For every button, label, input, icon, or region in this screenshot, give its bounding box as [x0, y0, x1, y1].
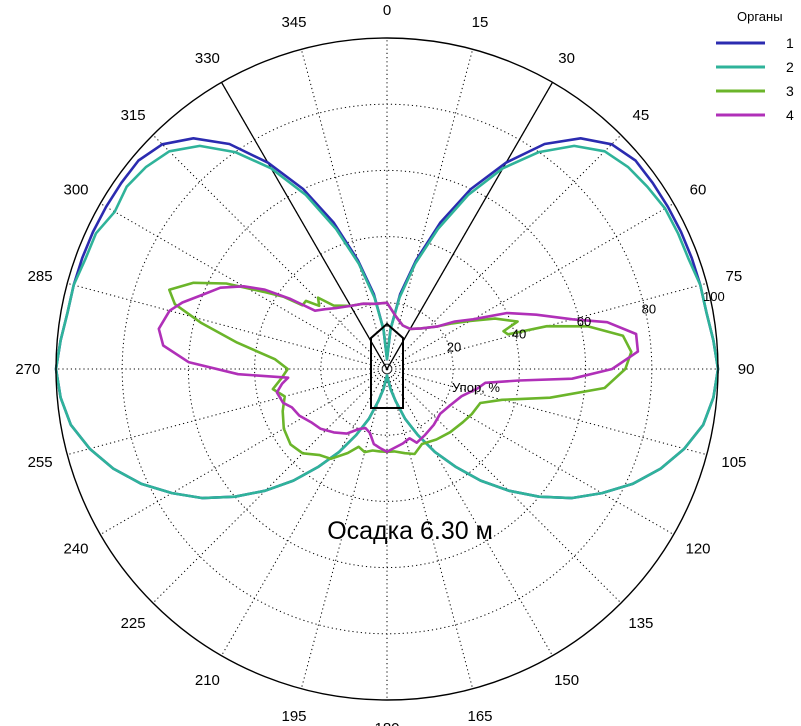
grid-spoke-120: [386, 368, 674, 535]
angle-label-315: 315: [121, 107, 146, 124]
outer-boundary: [55, 37, 719, 701]
radial-label-60: 60: [577, 314, 591, 329]
angle-label-75: 75: [726, 268, 743, 285]
ship-hull: [370, 322, 404, 409]
legend-label-3: 3: [786, 83, 794, 99]
angle-label-30: 30: [558, 50, 575, 67]
grid-spoke-195: [300, 368, 388, 689]
angle-label-225: 225: [121, 615, 146, 632]
angle-label-240: 240: [63, 541, 88, 558]
forbidden-line-30: [386, 82, 554, 370]
grid-spoke-300: [100, 203, 388, 370]
grid-spoke-105: [386, 368, 707, 456]
grid-spoke-225: [152, 368, 388, 604]
angle-label-210: 210: [195, 672, 220, 689]
angle-label-15: 15: [472, 14, 489, 31]
angle-label-105: 105: [721, 454, 746, 471]
forbidden-sector-lines: [220, 82, 554, 370]
grid-circle-40: [254, 236, 520, 502]
legend-label-4: 4: [786, 107, 794, 123]
radial-label-40: 40: [512, 327, 526, 342]
grid-spoke-240: [100, 368, 388, 535]
series-curves: [54, 137, 720, 500]
grid-spoke-165: [386, 368, 474, 689]
angle-label-345: 345: [281, 14, 306, 31]
grid-spoke-60: [386, 203, 674, 370]
series-line-2: [54, 144, 720, 500]
legend-items: 1 2 3 4: [716, 35, 794, 123]
grid-spoke-15: [386, 49, 474, 370]
grid-spoke-285: [67, 282, 388, 370]
radial-label-100: 100: [703, 289, 725, 304]
series-line-3: [168, 281, 633, 461]
angle-label-60: 60: [690, 181, 707, 198]
legend: Органы 1 2 3 4: [716, 9, 794, 123]
angle-label-300: 300: [63, 181, 88, 198]
legend-label-2: 2: [786, 59, 794, 75]
angle-label-330: 330: [195, 50, 220, 67]
draft-annotation: Осадка 6.30 м: [327, 517, 493, 545]
grid-spoke-150: [386, 368, 553, 656]
legend-title: Органы: [737, 9, 783, 24]
grid-spoke-210: [221, 368, 388, 656]
radial-tick-labels: 20 40 60 80 100: [447, 289, 725, 355]
angle-label-0: 0: [383, 2, 391, 19]
angle-label-120: 120: [685, 541, 710, 558]
grid-spoke-45: [386, 134, 622, 370]
grid-spoke-255: [67, 368, 388, 456]
ship-outline-icon: [370, 322, 404, 409]
angle-label-195: 195: [281, 708, 306, 725]
angle-label-45: 45: [633, 107, 650, 124]
grid-spoke-135: [386, 368, 622, 604]
angle-label-285: 285: [28, 268, 53, 285]
angle-label-165: 165: [467, 708, 492, 725]
series-line-4: [157, 285, 640, 454]
angle-label-255: 255: [28, 454, 53, 471]
angular-tick-labels: 0 15 30 45 60 75 90 105 120 135 150 165 180 195 210 225…: [15, 2, 754, 726]
angle-label-90: 90: [738, 361, 755, 378]
legend-label-1: 1: [786, 35, 794, 51]
angle-label-150: 150: [554, 672, 579, 689]
angle-label-135: 135: [628, 615, 653, 632]
radial-label-80: 80: [642, 302, 656, 317]
grid-spoke-345: [300, 49, 388, 370]
angle-label-180: 180: [374, 720, 399, 726]
forbidden-line-330: [220, 82, 388, 370]
angle-label-270: 270: [15, 361, 40, 378]
radial-label-20: 20: [447, 339, 461, 354]
grid-spoke-315: [152, 134, 388, 370]
polar-grid: [56, 38, 718, 700]
radial-axis-label: Упор, %: [452, 380, 500, 395]
grid-spoke-75: [386, 282, 707, 370]
